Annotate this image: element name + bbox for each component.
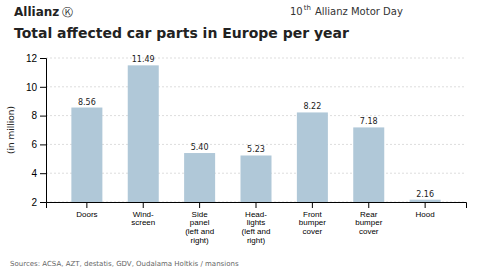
x-tick-label: Sidepanel(left andright) (185, 210, 214, 245)
x-tick: Frontbumpercover (299, 202, 326, 236)
x-tick-label-line: right) (247, 236, 266, 245)
x-tick: Sidepanel(left andright) (185, 202, 214, 245)
x-tick-label-line: cover (359, 227, 379, 236)
x-tick-label-line: bumper (299, 218, 326, 227)
y-tick-label: 8 (31, 110, 37, 121)
header: AllianzⓀ 10th Allianz Motor Day (14, 4, 403, 19)
x-tick-label-line: Doors (76, 210, 97, 219)
x-tick-mark (425, 202, 426, 208)
x-tick-label-line: screen (131, 218, 155, 227)
x-tick-label-line: (left and (185, 227, 214, 236)
y-tick-mark (40, 173, 46, 174)
x-tick: Doors (76, 202, 97, 219)
y-tick-mark (40, 116, 46, 117)
x-tick-label-line: bumper (355, 218, 382, 227)
data-label: 2.16 (416, 190, 434, 199)
y-tick-mark (40, 202, 46, 203)
event-name: Allianz Motor Day (315, 6, 403, 17)
x-tick-label: Rearbumpercover (355, 210, 382, 237)
y-tick: 12 (26, 53, 46, 64)
source: Sources: ACSA, AZT, destatis, GDV, Oudal… (10, 260, 239, 268)
x-tick-label-line: (left and (242, 227, 271, 236)
x-tick-label-line: cover (303, 227, 323, 236)
y-tick: 8 (31, 110, 46, 121)
data-label: 7.18 (360, 117, 378, 126)
bar (297, 112, 328, 202)
x-tick-label-line: Wind- (133, 210, 154, 219)
x-tick-label: Wind-screen (131, 210, 155, 228)
title: Total affected car parts in Europe per y… (14, 25, 349, 41)
data-label: 8.56 (78, 98, 96, 107)
x-tick-mark (199, 202, 200, 208)
y-tick: 10 (26, 82, 46, 93)
x-tick-label-line: right) (191, 236, 210, 245)
x-tick: Wind-screen (131, 202, 155, 227)
x-tick-label-line: Head- (245, 210, 267, 219)
chart: AllianzⓀ10thAllianz Motor DayTotal affec… (0, 0, 480, 270)
data-labels: 8.56 11.49 5.40 5.23 8.22 7.18 2.16 (78, 55, 434, 198)
x-tick-mark (312, 202, 313, 208)
y-tick: 6 (31, 139, 46, 150)
bars (71, 65, 440, 202)
grid-line (46, 58, 466, 59)
y-tick-label: 2 (31, 197, 37, 208)
brand-icon: Ⓚ (62, 6, 73, 19)
x-tick-label-line: Rear (360, 210, 378, 219)
event-suffix: th (304, 4, 311, 12)
x-tick-label-line: Front (303, 210, 322, 219)
y-tick-label: 4 (31, 168, 37, 179)
x-tick-mark (368, 202, 369, 208)
y-tick-label: 12 (26, 53, 38, 64)
grid-line (46, 86, 466, 87)
x-tick: Hood (416, 202, 435, 219)
bar (410, 200, 441, 202)
x-tick: Head-lights(left andright) (242, 202, 271, 245)
event-number: 10 (290, 6, 303, 17)
x-tick-mark (143, 202, 144, 208)
y-axis-title: (in million) (6, 106, 16, 154)
x-axis-line (47, 203, 467, 209)
x-tick-label-line: lights (247, 218, 266, 227)
y-tick-mark (40, 87, 46, 88)
y-tick-mark (40, 144, 46, 145)
plot: 24681012DoorsWind-screenSidepanel(left a… (6, 53, 467, 245)
y-axis-line (40, 59, 47, 203)
bar (128, 65, 159, 202)
data-label: 11.49 (132, 55, 155, 64)
x-tick-label: Hood (416, 210, 435, 219)
y-tick-label: 6 (31, 139, 37, 150)
x-tick-label: Frontbumpercover (299, 210, 326, 237)
data-label: 5.23 (247, 145, 265, 154)
x-tick-label-line: panel (190, 218, 210, 227)
y-tick: 2 (31, 197, 46, 208)
bar (240, 155, 271, 202)
x-tick-label-line: Hood (416, 210, 435, 219)
data-label: 8.22 (303, 102, 321, 111)
x-tick-mark (86, 202, 87, 208)
x-tick-label: Doors (76, 210, 97, 219)
bar (71, 108, 102, 202)
x-tick-mark (256, 202, 257, 208)
y-tick-label: 10 (26, 82, 38, 93)
data-label: 5.40 (191, 143, 209, 152)
brand: Allianz (14, 5, 59, 19)
bar (184, 153, 215, 202)
x-tick-label: Head-lights(left andright) (242, 210, 271, 245)
x-tick-label-line: Side (192, 210, 209, 219)
y-axis: 2 4 6 8 10 12 (26, 53, 47, 208)
x-axis: DoorsWind-screenSidepanel(left andright)… (47, 202, 467, 245)
y-tick: 4 (31, 168, 46, 179)
grid-line (46, 115, 466, 116)
bar (353, 127, 384, 202)
y-tick-mark (40, 58, 46, 59)
x-tick: Rearbumpercover (355, 202, 382, 236)
